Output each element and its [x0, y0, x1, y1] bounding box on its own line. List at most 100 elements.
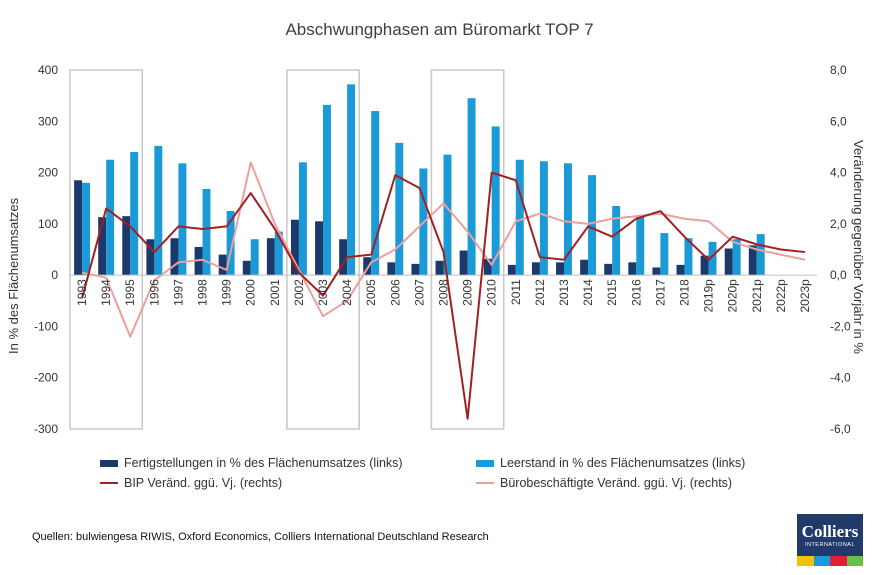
bar-fertigstellungen-2006	[387, 262, 396, 276]
bar-fertigstellungen-2003	[315, 221, 324, 276]
y-left-tick-label: 300	[38, 114, 58, 128]
x-tick-label-2008: 2008	[437, 279, 451, 306]
bar-fertigstellungen-2000	[242, 260, 251, 276]
bar-leerstand-1993	[82, 182, 91, 276]
x-tick-label-2004: 2004	[340, 279, 354, 306]
bar-leerstand-1996	[154, 145, 163, 276]
x-tick-label-2003: 2003	[316, 279, 330, 306]
bar-fertigstellungen-2014	[580, 259, 589, 276]
bar-leerstand-2015	[612, 205, 621, 276]
bar-fertigstellungen-2015	[604, 263, 613, 276]
bar-leerstand-1998	[202, 188, 211, 276]
highlight-box-3	[430, 69, 505, 430]
legend-label-leerstand: Leerstand in % des Flächenumsatzes (link…	[500, 456, 746, 470]
x-tick-label-2022p: 2022p	[774, 279, 788, 313]
bar-fertigstellungen-2017	[652, 267, 661, 276]
x-tick-label-2000: 2000	[244, 279, 258, 306]
legend-item-bip: BIP Veränd. ggü. Vj. (rechts)	[100, 476, 282, 490]
logo-subtitle: INTERNATIONAL	[804, 542, 856, 548]
colliers-logo: Colliers INTERNATIONAL	[797, 514, 863, 566]
bar-fertigstellungen-2007	[411, 263, 420, 276]
bar-leerstand-2021p	[756, 234, 765, 276]
bar-fertigstellungen-2016	[628, 262, 637, 276]
bar-fertigstellungen-2008	[435, 260, 444, 276]
x-tick-label-1996: 1996	[147, 279, 161, 306]
bar-leerstand-2010	[491, 126, 500, 276]
legend-swatch-buerobeschaeftigte	[476, 482, 494, 484]
x-tick-label-1999: 1999	[220, 279, 234, 306]
y-left-tick-label: -300	[34, 422, 58, 436]
bar-leerstand-2013	[563, 163, 572, 276]
bar-leerstand-2016	[636, 216, 645, 276]
x-tick-label-2005: 2005	[364, 279, 378, 306]
logo-stripe-3	[830, 556, 847, 566]
bar-fertigstellungen-1995	[122, 216, 131, 276]
x-tick-label-2006: 2006	[388, 279, 402, 306]
legend-item-leerstand: Leerstand in % des Flächenumsatzes (link…	[476, 456, 745, 470]
x-tick-label-2012: 2012	[533, 279, 547, 306]
bar-leerstand-2020p	[732, 239, 741, 276]
bar-fertigstellungen-1993	[74, 180, 83, 276]
bar-fertigstellungen-2012	[531, 262, 540, 276]
source-note: Quellen: bulwiengesa RIWIS, Oxford Econo…	[32, 531, 489, 543]
bar-leerstand-1994	[106, 159, 115, 276]
legend-swatch-leerstand	[476, 459, 494, 467]
bar-leerstand-2018	[684, 238, 693, 276]
x-tick-label-1994: 1994	[99, 279, 113, 306]
bar-leerstand-1997	[178, 163, 187, 276]
y-left-tick-label: 100	[38, 217, 58, 231]
bar-fertigstellungen-2020p	[724, 248, 733, 276]
x-tick-label-2017: 2017	[653, 279, 667, 306]
bar-leerstand-2000	[250, 239, 259, 276]
x-tick-label-1993: 1993	[75, 279, 89, 306]
x-tick-label-1995: 1995	[123, 279, 137, 306]
bar-leerstand-2011	[515, 159, 524, 276]
legend-label-fertigstellungen: Fertigstellungen in % des Flächenumsatze…	[124, 456, 403, 470]
bar-fertigstellungen-1999	[218, 254, 227, 276]
y-right-tick-label: 0,0	[830, 268, 847, 282]
bar-fertigstellungen-1994	[98, 217, 107, 276]
x-tick-label-1997: 1997	[171, 279, 185, 306]
line-bip	[81, 171, 806, 420]
x-tick-label-2023p: 2023p	[798, 279, 812, 313]
legend-item-fertigstellungen: Fertigstellungen in % des Flächenumsatze…	[100, 456, 403, 470]
legend-label-buerobeschaeftigte: Bürobeschäftigte Veränd. ggü. Vj. (recht…	[500, 476, 733, 490]
y-left-tick-label: 200	[38, 166, 58, 180]
bar-fertigstellungen-2010	[483, 258, 492, 276]
logo-stripe-2	[813, 556, 830, 566]
y-right-tick-label: 4,0	[830, 166, 847, 180]
bar-leerstand-2006	[395, 142, 404, 276]
x-tick-label-2019p: 2019p	[702, 279, 716, 313]
y-left-tick-label: -200	[34, 371, 58, 385]
y-right-tick-label: -2,0	[830, 319, 851, 333]
x-tick-label-2001: 2001	[268, 279, 282, 306]
bar-fertigstellungen-2019p	[700, 255, 709, 276]
legend-swatch-bip	[100, 482, 118, 484]
legend-item-buerobeschaeftigte: Bürobeschäftigte Veränd. ggü. Vj. (recht…	[476, 476, 732, 490]
bar-leerstand-1995	[130, 152, 139, 276]
x-tick-label-2010: 2010	[485, 279, 499, 306]
bar-leerstand-2003	[323, 104, 331, 276]
bar-fertigstellungen-1997	[170, 238, 179, 276]
y-left-tick-label: 400	[38, 63, 58, 77]
bar-fertigstellungen-2021p	[748, 245, 757, 276]
chart-title: Abschwungphasen am Büromarkt TOP 7	[285, 20, 594, 39]
x-tick-label-2020p: 2020p	[726, 279, 740, 313]
bar-fertigstellungen-2005	[363, 257, 372, 276]
x-tick-label-1998: 1998	[196, 279, 210, 306]
bar-leerstand-2017	[660, 233, 669, 276]
x-tick-label-2014: 2014	[581, 279, 595, 306]
y-right-tick-label: 8,0	[830, 63, 847, 77]
bar-fertigstellungen-2018	[676, 264, 685, 276]
logo-stripe-4	[846, 556, 863, 566]
x-tick-label-2007: 2007	[412, 279, 426, 306]
x-tick-label-2015: 2015	[605, 279, 619, 306]
y-right-tick-label: -6,0	[830, 422, 851, 436]
legend-swatch-fertigstellungen	[100, 459, 118, 467]
bar-leerstand-2004	[347, 84, 356, 276]
bar-leerstand-2002	[298, 162, 307, 276]
y-left-tick-label: -100	[34, 319, 58, 333]
bar-leerstand-2005	[371, 111, 380, 276]
logo-name: Colliers	[801, 522, 859, 541]
